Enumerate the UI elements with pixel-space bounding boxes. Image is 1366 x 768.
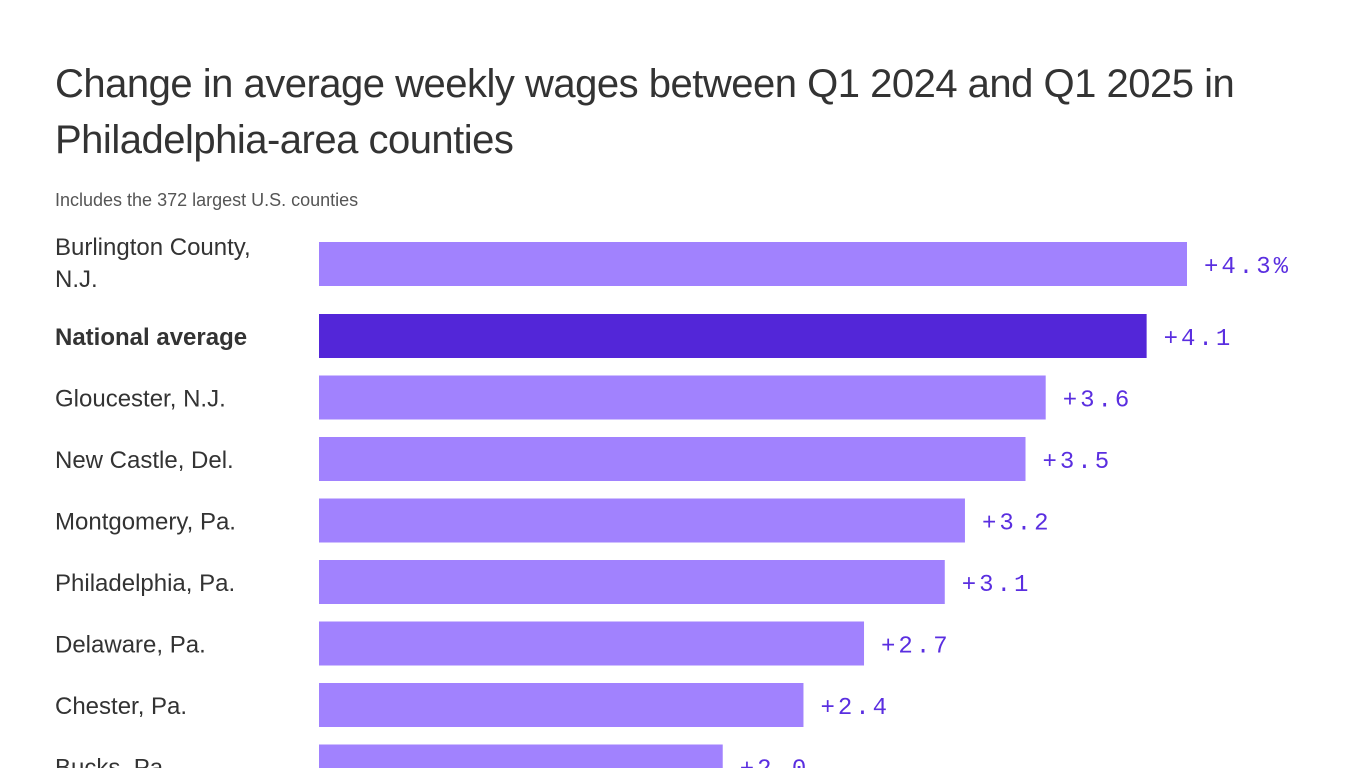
- chart-subtitle: Includes the 372 largest U.S. counties: [55, 190, 359, 210]
- category-label: Chester, Pa.: [55, 693, 187, 720]
- category-label: Delaware, Pa.: [55, 632, 206, 659]
- category-label: Montgomery, Pa.: [55, 509, 236, 536]
- chart-title: Change in average weekly wages between Q…: [55, 62, 1235, 162]
- category-label: Philadelphia, Pa.: [55, 570, 235, 597]
- bar-6: [319, 621, 865, 666]
- category-label: Gloucester, N.J.: [55, 386, 226, 413]
- bar-1: [319, 314, 1147, 358]
- bar-8: [319, 744, 723, 768]
- value-label: +3.1: [962, 572, 1032, 599]
- bar-0: [319, 242, 1187, 286]
- bar-5: [319, 560, 945, 604]
- value-label: +3.5: [1043, 449, 1113, 476]
- category-label: New Castle, Del.: [55, 447, 234, 474]
- value-label: +3.6: [1063, 388, 1133, 415]
- value-label: +4.1: [1164, 326, 1234, 353]
- category-label: Bucks, Pa.: [55, 755, 170, 768]
- value-label: +4.3%: [1204, 254, 1291, 281]
- bar-7: [319, 683, 804, 727]
- value-label: +2.7: [881, 634, 951, 661]
- bar-2: [319, 375, 1046, 420]
- value-label: +2.0: [740, 757, 810, 768]
- bar-3: [319, 437, 1026, 481]
- category-label: Burlington County, N.J.: [55, 234, 251, 293]
- value-label: +3.2: [982, 511, 1052, 538]
- category-label: National average: [55, 324, 247, 351]
- value-label: +2.4: [820, 695, 890, 722]
- bar-4: [319, 498, 965, 543]
